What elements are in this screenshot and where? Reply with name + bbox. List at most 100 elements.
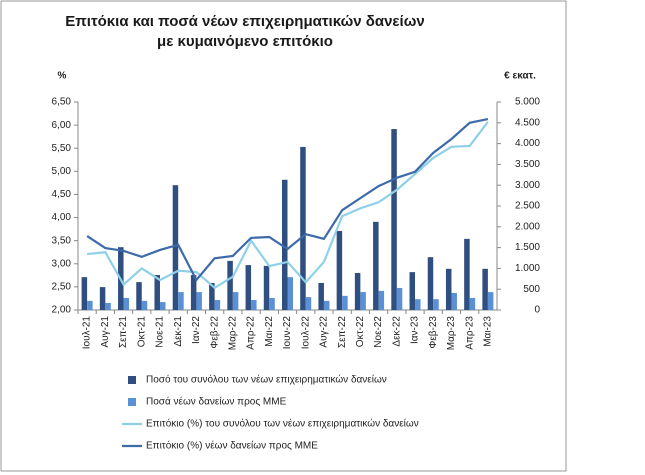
- x-tick-label: Φεβ-23: [428, 316, 439, 349]
- y-tick-label: 2,00: [52, 305, 72, 316]
- x-tick-label: Μαρ-22: [227, 316, 238, 351]
- x-tick-label: Ιουλ-22: [300, 316, 311, 350]
- x-tick-label: Σεπ-22: [337, 316, 348, 348]
- y2-tick-label: 4.000: [515, 138, 540, 149]
- y2-tick-label: 1.500: [515, 242, 540, 253]
- bar: [141, 300, 148, 310]
- x-tick-label: Ιαν-22: [191, 316, 202, 344]
- legend-label: Επιτόκιο (%) του συνόλου των νέων επιχει…: [146, 418, 419, 430]
- legend-swatch: [128, 398, 136, 406]
- bar: [209, 282, 215, 310]
- x-tick-label: Δεκ-22: [391, 316, 402, 347]
- bar: [323, 300, 330, 310]
- y2-tick-label: 5.000: [515, 97, 540, 108]
- x-tick-label: Αυγ-22: [319, 316, 330, 348]
- bar: [87, 300, 93, 310]
- x-tick-label: Απρ-22: [246, 316, 257, 350]
- bar: [415, 299, 421, 310]
- bar: [342, 295, 348, 310]
- y-axis-label: %: [58, 71, 67, 82]
- y2-tick-label: 4.500: [515, 117, 540, 128]
- bar: [123, 297, 130, 310]
- line: [86, 121, 489, 290]
- legend-label: Επιτόκιο (%) νέων δανείων προς ΜΜΕ: [146, 440, 318, 452]
- x-tick-label: Σεπ-21: [118, 316, 129, 348]
- bar: [251, 300, 257, 310]
- bar: [396, 287, 403, 310]
- bar: [305, 297, 312, 310]
- bar: [318, 282, 324, 310]
- bar: [287, 277, 293, 310]
- y-tick-label: 3,00: [52, 258, 72, 269]
- bar: [427, 257, 434, 310]
- bar: [451, 292, 457, 310]
- bar: [336, 230, 343, 310]
- x-tick-label: Μαι-23: [483, 316, 494, 347]
- x-tick-label: Φεβ-22: [209, 316, 220, 349]
- y2-axis-label: € εκατ.: [504, 71, 536, 82]
- bar: [354, 272, 361, 310]
- bar: [227, 260, 233, 310]
- y2-tick-label: 500: [523, 284, 540, 295]
- bar: [464, 238, 470, 310]
- bar: [159, 302, 166, 310]
- y-tick-label: 4,00: [52, 212, 72, 223]
- bar: [105, 302, 111, 310]
- y2-tick-label: 2.000: [515, 221, 540, 232]
- x-tick-label: Δεκ-21: [173, 316, 184, 347]
- bar: [178, 292, 184, 310]
- x-tick-label: Νοε-21: [155, 316, 166, 348]
- y-tick-label: 6,50: [52, 97, 72, 108]
- y-tick-label: 6,00: [52, 120, 72, 131]
- bar: [172, 185, 179, 310]
- y-tick-label: 3,50: [52, 235, 72, 246]
- bar: [263, 265, 270, 310]
- bar: [99, 287, 106, 310]
- bar: [409, 272, 416, 310]
- bar: [154, 275, 160, 310]
- legend-swatch: [128, 376, 136, 384]
- x-tick-label: Αυγ-21: [100, 316, 111, 348]
- legend-label: Ποσά νέων δανείων προς ΜΜΕ: [146, 396, 287, 408]
- x-tick-label: Νοε-22: [373, 316, 384, 348]
- y-tick-label: 4,50: [52, 189, 72, 200]
- bar: [214, 300, 221, 310]
- y2-tick-label: 3.000: [515, 180, 540, 191]
- bar: [378, 290, 385, 310]
- frame: [0, 0, 567, 472]
- x-tick-label: Μαρ-23: [446, 316, 457, 351]
- x-tick-label: Οκτ-21: [136, 316, 147, 348]
- y-tick-label: 5,50: [52, 143, 72, 154]
- bar: [136, 282, 142, 310]
- x-tick-label: Ιαν-23: [410, 316, 421, 344]
- legend-label: Ποσό του συνόλου των νέων επιχειρηματικώ…: [146, 374, 387, 386]
- bar: [245, 265, 252, 310]
- y2-tick-label: 1.000: [515, 263, 540, 274]
- x-tick-label: Οκτ-22: [355, 316, 366, 348]
- x-tick-label: Μαι-22: [264, 316, 275, 347]
- bar: [487, 292, 494, 310]
- bar: [360, 292, 366, 310]
- bar: [282, 179, 288, 310]
- bar: [196, 292, 202, 310]
- chart-title: Επιτόκια και ποσά νέων επιχειρηματικών δ…: [65, 13, 425, 50]
- bar: [190, 275, 197, 310]
- line: [86, 118, 489, 282]
- bar: [81, 277, 88, 310]
- legend: Ποσό του συνόλου των νέων επιχειρηματικώ…: [122, 374, 419, 452]
- bar: [391, 129, 397, 310]
- bar: [445, 268, 452, 310]
- x-tick-label: Ιουλ-21: [82, 316, 93, 350]
- x-tick-label: Ιουν-22: [282, 316, 293, 350]
- y-tick-label: 5,00: [52, 166, 72, 177]
- bar: [482, 268, 488, 310]
- y2-tick-label: 3.500: [515, 159, 540, 170]
- bar: [469, 297, 476, 310]
- bar: [269, 297, 275, 310]
- x-tick-label: Απρ-23: [464, 316, 475, 350]
- y2-tick-label: 2.500: [515, 201, 540, 212]
- bar: [433, 299, 439, 310]
- bar: [232, 292, 239, 310]
- bar: [373, 221, 379, 310]
